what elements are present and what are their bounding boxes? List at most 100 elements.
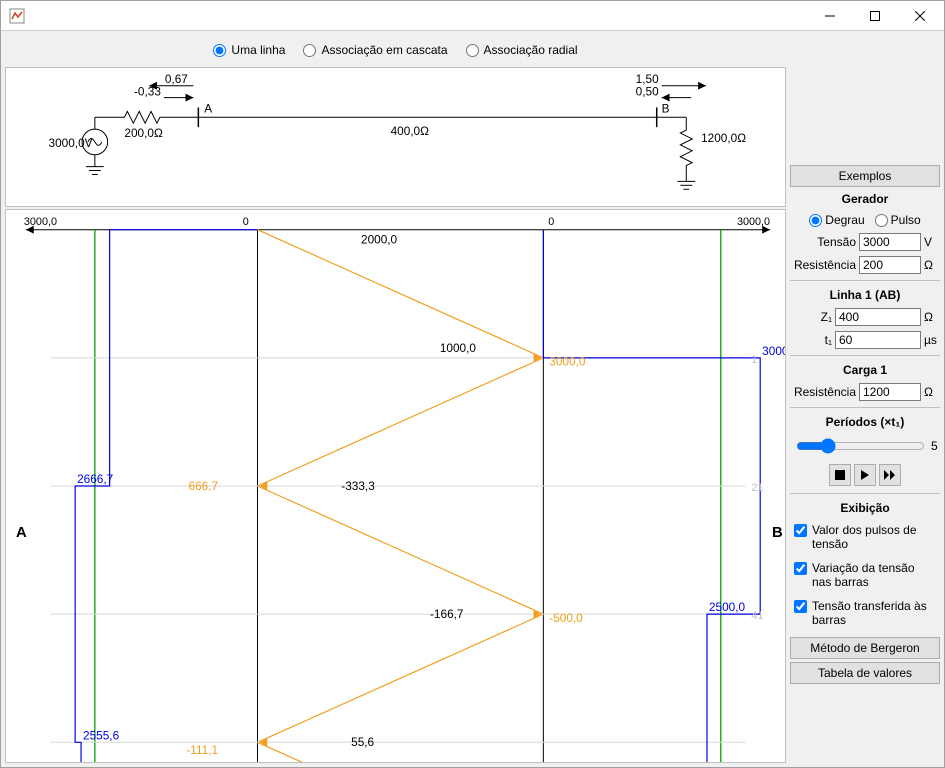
circuit-svg: 3000,0V 200,0Ω A 0,67 -0,33 [6, 68, 785, 206]
fast-forward-button[interactable] [879, 464, 901, 486]
radio-uma-linha-input[interactable] [213, 44, 226, 57]
svg-text:21: 21 [751, 482, 763, 494]
tensao-input[interactable] [859, 233, 921, 251]
svg-text:1: 1 [751, 354, 757, 366]
svg-text:-500,0: -500,0 [549, 611, 583, 625]
play-controls [790, 461, 940, 488]
radio-radial-label: Associação radial [484, 43, 578, 57]
carga1-resist-input[interactable] [859, 383, 921, 401]
exemplos-button[interactable]: Exemplos [790, 165, 940, 187]
gerador-section-title: Gerador [790, 190, 940, 208]
t1-input[interactable] [835, 331, 921, 349]
svg-text:B: B [772, 525, 783, 541]
radio-radial[interactable]: Associação radial [466, 43, 578, 57]
close-button[interactable] [897, 2, 942, 30]
svg-text:3000,0: 3000,0 [549, 355, 586, 369]
resist-input[interactable] [859, 256, 921, 274]
svg-text:2500,0: 2500,0 [709, 600, 746, 614]
carga1-resist-unit: Ω [924, 385, 938, 399]
svg-text:41: 41 [751, 610, 763, 622]
coeff-a-out: 0,67 [165, 72, 188, 86]
t1-unit: µs [924, 333, 938, 347]
resist-label: Resistência [792, 258, 856, 272]
svg-text:-333,3: -333,3 [341, 479, 375, 493]
gerador-radios: Degrau Pulso [790, 211, 940, 229]
lattice-svg: 3000,0003000,0AB2000,01000,03000,03000,0… [6, 210, 785, 762]
coeff-a-back: -0,33 [134, 85, 161, 99]
periodos-section-title: Períodos (×t₁) [790, 413, 940, 431]
chk-valor-pulsos-row[interactable]: Valor dos pulsos de tensão [790, 520, 940, 555]
svg-text:-166,7: -166,7 [430, 607, 464, 621]
radio-degrau[interactable]: Degrau [809, 213, 864, 227]
periodos-value: 5 [931, 439, 938, 453]
node-b-label: B [662, 101, 670, 115]
tensao-unit: V [924, 235, 938, 249]
maximize-button[interactable] [852, 2, 897, 30]
mode-radio-row: Uma linha Associação em cascata Associaç… [5, 35, 786, 65]
tabela-valores-button[interactable]: Tabela de valores [790, 662, 940, 684]
chk-transferida-label: Tensão transferida às barras [812, 599, 936, 628]
resist-unit: Ω [924, 258, 938, 272]
carga1-resist-field: Resistência Ω [790, 382, 940, 402]
minimize-button[interactable] [807, 2, 852, 30]
metodo-bergeron-button[interactable]: Método de Bergeron [790, 637, 940, 659]
carga1-resist-label: Resistência [792, 385, 856, 399]
exibicao-section-title: Exibição [790, 499, 940, 517]
carga1-section-title: Carga 1 [790, 361, 940, 379]
app-window: Uma linha Associação em cascata Associaç… [0, 0, 945, 768]
radio-uma-linha-label: Uma linha [231, 43, 285, 57]
svg-text:2555,6: 2555,6 [83, 728, 120, 742]
chk-transferida-row[interactable]: Tensão transferida às barras [790, 596, 940, 631]
svg-text:666,7: 666,7 [189, 479, 219, 493]
svg-text:1000,0: 1000,0 [440, 341, 477, 355]
z1-unit: Ω [924, 310, 938, 324]
stop-button[interactable] [829, 464, 851, 486]
lattice-diagram-panel: 3000,0003000,0AB2000,01000,03000,03000,0… [5, 209, 786, 763]
tensao-field: Tensão V [790, 232, 940, 252]
resistencia-field: Resistência Ω [790, 255, 940, 275]
chk-valor-pulsos[interactable] [794, 524, 807, 537]
svg-text:-111,1: -111,1 [186, 743, 218, 757]
svg-text:2666,7: 2666,7 [77, 472, 113, 486]
play-button[interactable] [854, 464, 876, 486]
chk-variacao-row[interactable]: Variação da tensão nas barras [790, 558, 940, 593]
load-resistor-label: 1200,0Ω [701, 131, 746, 145]
svg-text:2000,0: 2000,0 [361, 233, 398, 247]
t1-field: t₁ µs [790, 330, 940, 350]
z1-label: Z₁ [810, 310, 832, 324]
circuit-diagram-panel: 3000,0V 200,0Ω A 0,67 -0,33 [5, 67, 786, 207]
z1-input[interactable] [835, 308, 921, 326]
t1-label: t₁ [810, 333, 832, 347]
main-area: Uma linha Associação em cascata Associaç… [5, 35, 786, 763]
node-a-label: A [204, 101, 212, 115]
radio-cascata-input[interactable] [303, 44, 316, 57]
svg-text:0: 0 [548, 216, 554, 228]
side-panel: Exemplos Gerador Degrau Pulso Tensão V R… [790, 35, 940, 763]
svg-text:0: 0 [243, 216, 249, 228]
chk-variacao-label: Variação da tensão nas barras [812, 561, 936, 590]
chk-variacao[interactable] [794, 562, 807, 575]
app-icon [9, 8, 25, 24]
coeff-b-back: 0,50 [636, 85, 659, 99]
periodos-slider-row: 5 [790, 434, 940, 458]
svg-text:55,6: 55,6 [351, 735, 374, 749]
radio-radial-input[interactable] [466, 44, 479, 57]
radio-cascata[interactable]: Associação em cascata [303, 43, 447, 57]
svg-text:3000,0: 3000,0 [762, 344, 785, 358]
source-resistor-label: 200,0Ω [124, 126, 163, 140]
chk-transferida[interactable] [794, 600, 807, 613]
tensao-label: Tensão [792, 235, 856, 249]
radio-uma-linha[interactable]: Uma linha [213, 43, 285, 57]
z1-field: Z₁ Ω [790, 307, 940, 327]
titlebar [1, 1, 944, 31]
radio-pulso[interactable]: Pulso [875, 213, 921, 227]
source-voltage-label: 3000,0V [49, 136, 93, 150]
chk-valor-pulsos-label: Valor dos pulsos de tensão [812, 523, 936, 552]
linha1-section-title: Linha 1 (AB) [790, 286, 940, 304]
radio-cascata-label: Associação em cascata [321, 43, 447, 57]
line-impedance-label: 400,0Ω [391, 124, 430, 138]
svg-text:3000,0: 3000,0 [737, 216, 770, 228]
svg-text:A: A [16, 525, 27, 541]
periodos-slider[interactable] [796, 438, 925, 454]
content-area: Uma linha Associação em cascata Associaç… [1, 31, 944, 767]
